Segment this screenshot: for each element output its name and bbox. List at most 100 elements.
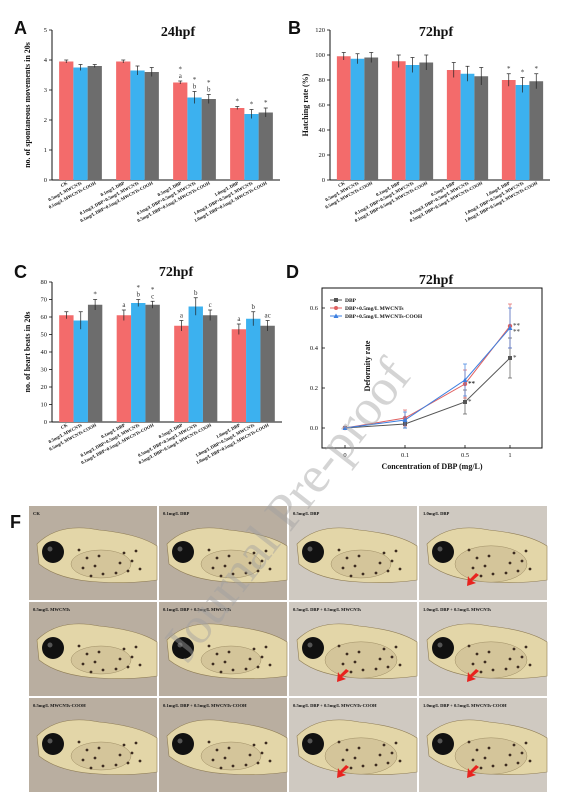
significance-label: * xyxy=(513,354,517,362)
pigment-spot xyxy=(528,663,532,667)
y-tick-label: 0.0 xyxy=(310,425,318,432)
pigment-spot xyxy=(357,746,361,750)
eye-highlight xyxy=(307,642,313,648)
pigment-spot xyxy=(89,670,93,674)
legend-label: DBP+0.5mg/L MWCNTs xyxy=(345,306,404,312)
pigment-spot xyxy=(260,751,264,755)
pigment-spot xyxy=(89,574,93,578)
larva-image: 1.0mg/L DBP xyxy=(419,506,548,600)
image-label: CK xyxy=(33,511,40,516)
larva-eye xyxy=(42,733,64,755)
pigment-spot xyxy=(508,657,512,661)
pigment-spot xyxy=(138,567,142,571)
legend-label: DBP xyxy=(345,298,357,304)
pigment-spot xyxy=(134,645,138,649)
pigment-spot xyxy=(231,572,235,576)
significance-label: ac xyxy=(265,312,271,320)
y-tick-label: 1 xyxy=(44,147,47,154)
y-tick-label: 20 xyxy=(41,384,48,391)
larva-yolk xyxy=(200,549,262,579)
y-tick-label: 0 xyxy=(44,177,47,184)
larva-yolk xyxy=(454,641,528,679)
y-tick-label: 80 xyxy=(41,279,48,286)
pigment-spot xyxy=(467,644,471,648)
larva-eye xyxy=(302,541,324,563)
chart-title: 72hpf xyxy=(419,273,454,288)
bar xyxy=(364,57,379,180)
pigment-spot xyxy=(483,660,487,664)
pigment-spot xyxy=(118,561,122,565)
pigment-spot xyxy=(467,548,471,552)
pigment-spot xyxy=(341,566,345,570)
pigment-spot xyxy=(252,647,256,651)
pigment-spot xyxy=(337,740,341,744)
pigment-spot xyxy=(268,663,272,667)
bar xyxy=(145,304,160,422)
pigment-spot xyxy=(386,665,390,669)
y-axis-label: no. of spontaneous movements in 20s xyxy=(23,42,32,168)
significance-label: * xyxy=(521,69,525,77)
pigment-spot xyxy=(122,743,126,747)
y-tick-label: 40 xyxy=(41,349,48,356)
red-arrow-icon xyxy=(467,669,479,682)
pigment-spot xyxy=(77,548,81,552)
y-tick-label: 5 xyxy=(44,27,47,34)
bar-chart-B: B 72hpf 0 20 40 60 80 100 120 Hatching rate (%) CK… xyxy=(288,18,550,223)
pigment-spot xyxy=(361,572,365,576)
pigment-spot xyxy=(97,554,101,558)
pigment-spot xyxy=(268,567,272,571)
pigment-spot xyxy=(471,566,475,570)
y-axis-label: Hatching rate (%) xyxy=(301,73,310,136)
significance-label: b xyxy=(137,291,141,299)
pigment-spot xyxy=(475,652,479,656)
significance-label: * xyxy=(468,398,472,406)
pigment-spot xyxy=(244,763,248,767)
larva-image: 0.5mg/L DBP + 0.5mg/L MWCNTs xyxy=(289,602,418,696)
pigment-spot xyxy=(386,569,390,573)
bar xyxy=(460,73,475,180)
pigment-spot xyxy=(357,650,361,654)
pigment-spot xyxy=(215,556,219,560)
pigment-spot xyxy=(77,740,81,744)
image-label: 1.0mg/L DBP + 0.5mg/L MWCNTs xyxy=(423,607,491,612)
pigment-spot xyxy=(85,748,89,752)
bar xyxy=(187,97,202,180)
red-arrow-icon xyxy=(467,765,479,778)
panel-letter: D xyxy=(286,262,299,282)
pigment-spot xyxy=(260,559,264,563)
panel-letter: B xyxy=(288,18,301,38)
pigment-spot xyxy=(118,657,122,661)
pigment-spot xyxy=(483,564,487,568)
significance-label: ** xyxy=(468,380,476,388)
pigment-spot xyxy=(361,668,365,672)
significance-label: c xyxy=(209,301,212,309)
data-point xyxy=(402,417,408,422)
image-label: 0.1mg/L DBP xyxy=(163,511,189,516)
series-line xyxy=(344,325,511,429)
y-tick-label: 0 xyxy=(322,177,325,184)
pigment-spot xyxy=(467,740,471,744)
pigment-spot xyxy=(85,652,89,656)
y-tick-label: 30 xyxy=(41,367,48,374)
pigment-spot xyxy=(207,740,211,744)
larva-image: 0.1mg/L DBP + 0.5mg/L MWCNTs xyxy=(159,602,288,696)
pigment-spot xyxy=(471,662,475,666)
image-label: 0.5mg/L DBP + 0.5mg/L MWCNTs xyxy=(293,607,361,612)
bar xyxy=(405,65,420,180)
significance-label: * xyxy=(207,79,211,87)
y-tick-label: 0.6 xyxy=(310,305,319,312)
bar xyxy=(258,112,273,180)
y-axis-label: no. of heart beats in 20s xyxy=(23,312,32,393)
y-tick-label: 50 xyxy=(41,332,48,339)
pigment-spot xyxy=(491,572,495,576)
pigment-spot xyxy=(382,647,386,651)
chart-title: 24hpf xyxy=(161,25,196,40)
bar xyxy=(202,315,218,422)
x-tick-label: 1 xyxy=(508,452,511,459)
pigment-spot xyxy=(93,564,97,568)
pigment-spot xyxy=(516,569,520,573)
significance-label: * xyxy=(264,99,268,107)
significance-label: * xyxy=(193,76,197,84)
pigment-spot xyxy=(394,741,398,745)
significance-label: * xyxy=(179,66,183,74)
